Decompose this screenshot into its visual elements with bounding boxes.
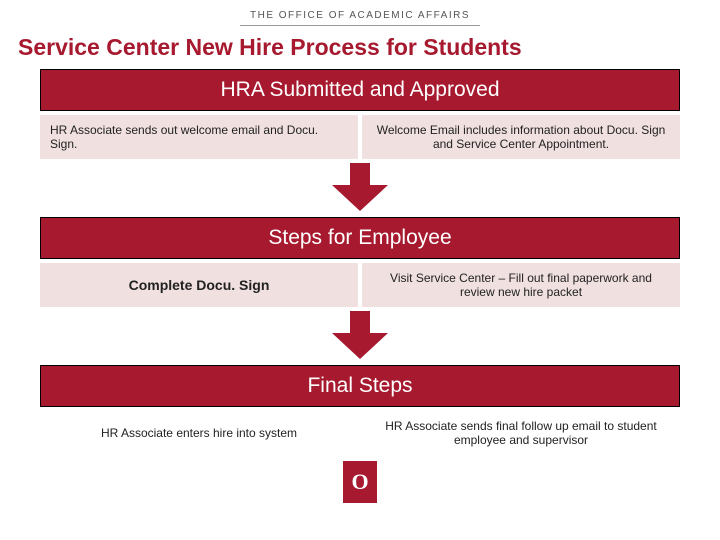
section-heading: HRA Submitted and Approved: [40, 69, 680, 111]
arrow-down-icon: [332, 311, 388, 359]
section-heading: Steps for Employee: [40, 217, 680, 259]
cell-right: Visit Service Center – Fill out final pa…: [362, 263, 680, 307]
section-row: HR Associate sends out welcome email and…: [40, 115, 680, 159]
cell-left: HR Associate sends out welcome email and…: [40, 115, 358, 159]
logo-wrap: O: [0, 461, 720, 503]
cell-left: Complete Docu. Sign: [40, 263, 358, 307]
section-row: HR Associate enters hire into system HR …: [40, 411, 680, 455]
section-hra: HRA Submitted and Approved HR Associate …: [40, 69, 680, 159]
page-title: Service Center New Hire Process for Stud…: [0, 34, 720, 69]
section-heading: Final Steps: [40, 365, 680, 407]
arrow-down-1: [0, 163, 720, 211]
section-row: Complete Docu. Sign Visit Service Center…: [40, 263, 680, 307]
section-final: Final Steps HR Associate enters hire int…: [40, 365, 680, 455]
cell-right: Welcome Email includes information about…: [362, 115, 680, 159]
section-employee: Steps for Employee Complete Docu. Sign V…: [40, 217, 680, 307]
office-label: THE OFFICE OF ACADEMIC AFFAIRS: [0, 0, 720, 25]
cell-left: HR Associate enters hire into system: [40, 411, 358, 455]
university-logo: O: [343, 461, 377, 503]
arrow-down-icon: [332, 163, 388, 211]
cell-right: HR Associate sends final follow up email…: [362, 411, 680, 455]
header-underline: [240, 25, 480, 26]
arrow-down-2: [0, 311, 720, 359]
